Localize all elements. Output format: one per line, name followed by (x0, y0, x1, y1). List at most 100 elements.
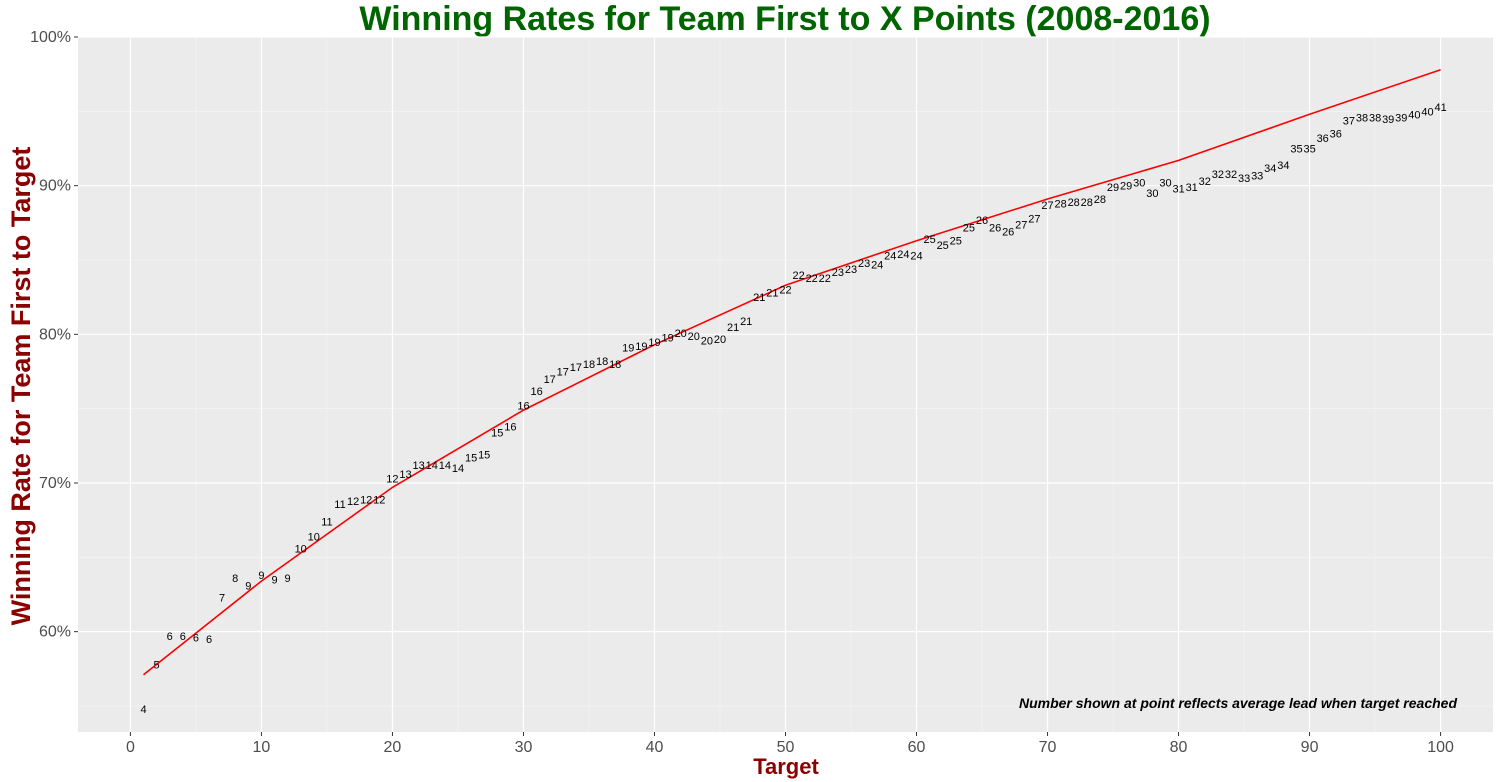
data-point-label: 15 (491, 427, 503, 439)
data-point-label: 16 (517, 401, 529, 413)
data-point-label: 27 (1028, 213, 1040, 225)
data-point-label: 6 (167, 631, 173, 643)
data-point-label: 23 (832, 267, 844, 279)
x-tick-label: 90 (1301, 739, 1319, 756)
data-point-label: 14 (452, 463, 464, 475)
data-point-label: 22 (819, 273, 831, 285)
data-point-label: 30 (1159, 178, 1171, 190)
data-point-label: 4 (140, 704, 146, 716)
data-point-label: 10 (308, 532, 320, 544)
data-point-label: 31 (1172, 184, 1184, 196)
data-point-label: 9 (258, 570, 264, 582)
data-point-label: 38 (1356, 112, 1368, 124)
y-tick-label: 80% (39, 326, 71, 343)
x-tick-label: 10 (253, 739, 271, 756)
x-axis-ticks: 0 10 20 30 40 50 60 70 80 90 100 (126, 732, 1454, 756)
data-point-label: 6 (206, 634, 212, 646)
data-point-label: 32 (1225, 169, 1237, 181)
data-point-label: 21 (727, 322, 739, 334)
data-point-label: 21 (740, 316, 752, 328)
data-point-label: 39 (1395, 112, 1407, 124)
major-gridlines (78, 36, 1493, 732)
data-point-label: 22 (792, 270, 804, 282)
data-point-label: 5 (154, 659, 160, 671)
data-point-label: 40 (1421, 106, 1433, 118)
data-point-label: 37 (1343, 115, 1355, 127)
data-point-label: 28 (1068, 197, 1080, 209)
data-point-label: 18 (583, 359, 595, 371)
data-point-label: 12 (360, 494, 372, 506)
data-point-label: 32 (1199, 176, 1211, 188)
data-point-label: 15 (465, 453, 477, 465)
x-tick-label: 60 (908, 739, 926, 756)
y-axis-title: Winning Rate for Team First to Target (6, 147, 36, 626)
data-point-label: 15 (478, 450, 490, 462)
data-point-label: 16 (530, 386, 542, 398)
data-point-label: 25 (963, 222, 975, 234)
data-point-label: 40 (1408, 109, 1420, 121)
data-point-label: 26 (1002, 227, 1014, 239)
x-tick-label: 80 (1170, 739, 1188, 756)
data-point-label: 23 (858, 258, 870, 270)
data-point-label: 22 (806, 273, 818, 285)
data-point-label: 28 (1081, 197, 1093, 209)
y-tick-label: 100% (30, 29, 71, 46)
data-point-label: 28 (1094, 194, 1106, 206)
data-point-label: 25 (937, 240, 949, 252)
data-point-label: 9 (245, 581, 251, 593)
x-tick-label: 50 (777, 739, 795, 756)
x-axis-title: Target (753, 754, 819, 779)
trend-line (143, 68, 1441, 676)
data-point-label: 17 (544, 374, 556, 386)
data-point-label: 25 (950, 236, 962, 248)
data-point-label: 12 (373, 494, 385, 506)
data-point-label: 11 (321, 517, 332, 529)
annotation-note: Number shown at point reflects average l… (1019, 695, 1457, 711)
y-tick-label: 70% (39, 475, 71, 492)
data-point-label: 23 (845, 264, 857, 276)
data-point-label: 6 (193, 633, 199, 645)
data-point-label: 20 (688, 331, 700, 343)
data-point-label: 36 (1330, 129, 1342, 141)
data-point-label: 41 (1434, 102, 1446, 114)
data-point-label: 7 (219, 593, 225, 605)
data-point-label: 8 (232, 573, 238, 585)
y-axis-ticks: 60% 70% 80% 90% 100% (30, 29, 78, 641)
data-point-label: 25 (923, 234, 935, 246)
data-point-label: 19 (635, 341, 647, 353)
data-point-label: 35 (1290, 144, 1302, 156)
data-point-label: 19 (661, 332, 673, 344)
data-point-label: 30 (1146, 188, 1158, 200)
data-point-label: 34 (1277, 160, 1289, 172)
data-point-label: 19 (622, 343, 634, 355)
data-point-label: 13 (399, 469, 411, 481)
x-tick-label: 100 (1427, 739, 1454, 756)
data-point-label: 33 (1251, 170, 1263, 182)
data-point-label: 18 (609, 359, 621, 371)
data-point-label: 19 (648, 337, 660, 349)
data-point-label: 26 (989, 222, 1001, 234)
data-point-label: 27 (1015, 219, 1027, 231)
data-point-label: 10 (295, 543, 307, 555)
x-tick-label: 70 (1039, 739, 1057, 756)
data-point-label: 17 (557, 367, 569, 379)
data-point-label: 12 (386, 474, 398, 486)
data-point-label: 34 (1264, 163, 1276, 175)
data-point-label: 29 (1120, 181, 1132, 193)
data-point-label: 17 (570, 362, 582, 374)
x-tick-label: 40 (646, 739, 664, 756)
data-point-label: 29 (1107, 182, 1119, 194)
x-tick-label: 0 (126, 739, 135, 756)
data-point-label: 9 (285, 573, 291, 585)
x-tick-label: 30 (515, 739, 533, 756)
chart-title: Winning Rates for Team First to X Points… (359, 0, 1210, 38)
data-point-label: 39 (1382, 114, 1394, 126)
data-point-label: 28 (1054, 199, 1066, 211)
data-point-label: 24 (871, 260, 883, 272)
data-point-label: 20 (701, 335, 713, 347)
data-point-label: 38 (1369, 112, 1381, 124)
data-point-label: 11 (334, 499, 345, 511)
